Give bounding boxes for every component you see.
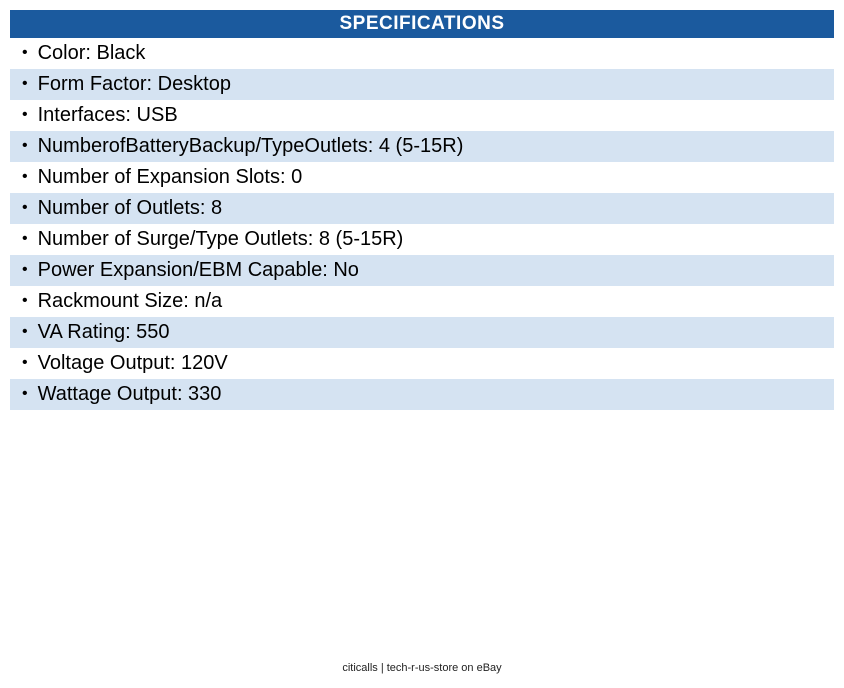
spec-row: • Number of Expansion Slots: 0 bbox=[10, 162, 834, 193]
spec-row: • Power Expansion/EBM Capable: No bbox=[10, 255, 834, 286]
bullet-icon: • bbox=[22, 105, 28, 123]
seller-footer-text: citicalls | tech-r-us-store on eBay bbox=[342, 662, 502, 674]
spec-row-label: Rackmount Size: n/a bbox=[37, 290, 223, 312]
specifications-header: SPECIFICATIONS bbox=[10, 10, 834, 38]
spec-row: • Interfaces: USB bbox=[10, 100, 834, 131]
spec-row: • Number of Outlets: 8 bbox=[10, 193, 834, 224]
spec-row-label: Wattage Output: 330 bbox=[37, 383, 222, 405]
spec-row-label: Voltage Output: 120V bbox=[37, 352, 228, 374]
bullet-icon: • bbox=[22, 198, 28, 216]
spec-row-label: Power Expansion/EBM Capable: No bbox=[37, 259, 359, 281]
spec-row-label: Color: Black bbox=[37, 42, 146, 64]
spec-row-label: NumberofBatteryBackup/TypeOutlets: 4 (5-… bbox=[37, 135, 464, 157]
bullet-icon: • bbox=[22, 322, 28, 340]
bullet-icon: • bbox=[22, 136, 28, 154]
bullet-icon: • bbox=[22, 229, 28, 247]
bullet-icon: • bbox=[22, 353, 28, 371]
spec-row: • Rackmount Size: n/a bbox=[10, 286, 834, 317]
spec-row: • VA Rating: 550 bbox=[10, 317, 834, 348]
bullet-icon: • bbox=[22, 291, 28, 309]
bullet-icon: • bbox=[22, 43, 28, 61]
spec-row: • Wattage Output: 330 bbox=[10, 379, 834, 410]
spec-row: • Number of Surge/Type Outlets: 8 (5-15R) bbox=[10, 224, 834, 255]
spec-row: • Form Factor: Desktop bbox=[10, 69, 834, 100]
spec-row-label: Number of Surge/Type Outlets: 8 (5-15R) bbox=[37, 228, 404, 250]
spec-row-label: Form Factor: Desktop bbox=[37, 73, 231, 95]
spec-row: • Voltage Output: 120V bbox=[10, 348, 834, 379]
spec-row-label: VA Rating: 550 bbox=[37, 321, 170, 343]
bullet-icon: • bbox=[22, 74, 28, 92]
spec-row: • Color: Black bbox=[10, 38, 834, 69]
spec-row-label: Number of Outlets: 8 bbox=[37, 197, 223, 219]
bullet-icon: • bbox=[22, 167, 28, 185]
bullet-icon: • bbox=[22, 260, 28, 278]
specifications-rows: • Color: Black • Form Factor: Desktop • Inter… bbox=[10, 38, 834, 410]
bullet-icon: • bbox=[22, 384, 28, 402]
spec-row-label: Interfaces: USB bbox=[37, 104, 178, 126]
spec-row-label: Number of Expansion Slots: 0 bbox=[37, 166, 303, 188]
specifications-table: SPECIFICATIONS • Color: Black • Form Factor… bbox=[10, 10, 834, 410]
spec-row: • NumberofBatteryBackup/TypeOutlets: 4 (5… bbox=[10, 131, 834, 162]
